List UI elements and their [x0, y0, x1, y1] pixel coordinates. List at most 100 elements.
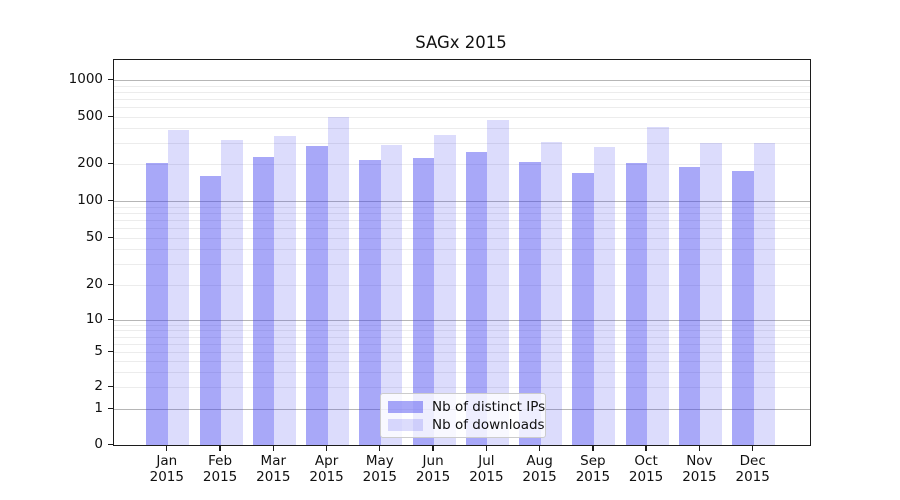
legend-entry-downloads: Nb of downloads — [388, 417, 545, 433]
y-tick-label-200: 200 — [77, 155, 103, 171]
bar-distinct-ips-dec — [732, 171, 754, 445]
bar-distinct-ips-feb — [199, 175, 222, 445]
bar-downloads-nov — [700, 143, 722, 445]
y-tick-1 — [108, 407, 113, 409]
gridline-minor-90 — [114, 206, 810, 208]
gridline-minor-7 — [114, 336, 810, 338]
y-tick-label-1000: 1000 — [68, 71, 103, 87]
bar-distinct-ips-nov — [678, 166, 701, 445]
x-tick-label-dec: Dec 2015 — [735, 453, 770, 485]
gridline-minor-60 — [114, 228, 810, 230]
y-tick-label-500: 500 — [77, 108, 103, 124]
gridline-minor-70 — [114, 220, 810, 221]
y-tick-200 — [108, 162, 113, 164]
y-tick-5 — [108, 350, 113, 352]
x-tick-label-feb: Feb 2015 — [202, 453, 238, 485]
bar-downloads-dec — [753, 143, 776, 445]
gridline-minor-9 — [114, 324, 810, 326]
bar-distinct-ips-oct — [625, 162, 648, 445]
y-tick-label-50: 50 — [85, 229, 103, 245]
x-tick-aug — [538, 445, 541, 451]
x-tick-oct — [645, 445, 647, 451]
bar-downloads-jul — [487, 120, 509, 445]
gridline-minor-700 — [114, 99, 810, 100]
gridline-minor-20 — [114, 285, 810, 286]
x-tick-label-oct: Oct 2015 — [628, 453, 664, 485]
x-tick-sep — [592, 445, 594, 451]
gridline-minor-500 — [114, 117, 810, 118]
x-tick-label-sep: Sep 2015 — [575, 453, 611, 485]
bar-distinct-ips-apr — [306, 145, 328, 445]
x-tick-may — [379, 445, 381, 451]
x-tick-nov — [698, 445, 701, 451]
y-tick-2 — [108, 385, 113, 387]
x-tick-dec — [752, 445, 754, 451]
legend-swatch-downloads — [388, 419, 423, 431]
gridline-major-1000 — [114, 80, 810, 81]
y-tick-500 — [108, 115, 113, 117]
chart-title: SAGx 2015 — [415, 33, 507, 52]
x-tick-label-mar: Mar 2015 — [256, 453, 291, 485]
bar-downloads-mar — [274, 136, 296, 445]
legend-entry-distinct-ips: Nb of distinct IPs — [388, 399, 545, 415]
y-tick-label-0: 0 — [94, 436, 103, 452]
x-tick-jul — [485, 445, 488, 451]
bar-distinct-ips-may — [359, 160, 381, 445]
bar-downloads-apr — [327, 117, 350, 445]
y-tick-label-100: 100 — [77, 192, 103, 208]
gridline-minor-800 — [114, 91, 810, 93]
bar-distinct-ips-jul — [465, 151, 488, 445]
y-tick-0 — [108, 443, 113, 445]
bar-downloads-aug — [540, 141, 563, 445]
gridline-minor-3 — [114, 371, 810, 373]
bar-downloads-oct — [647, 127, 669, 445]
x-tick-label-jan: Jan 2015 — [149, 453, 184, 485]
gridline-minor-900 — [114, 85, 810, 87]
y-tick-label-2: 2 — [94, 378, 103, 394]
gridline-minor-5 — [114, 352, 810, 353]
bar-distinct-ips-mar — [252, 156, 275, 445]
y-tick-label-1: 1 — [94, 400, 103, 416]
y-tick-100 — [108, 199, 113, 201]
gridline-minor-400 — [114, 128, 810, 130]
x-tick-label-jul: Jul 2015 — [469, 453, 504, 485]
bar-downloads-sep — [593, 146, 616, 445]
y-tick-label-10: 10 — [85, 311, 103, 327]
gridline-minor-8 — [114, 330, 810, 332]
gridline-minor-2 — [114, 387, 810, 388]
gridline-major-100 — [114, 201, 810, 202]
x-tick-jan — [166, 445, 168, 451]
y-tick-20 — [108, 283, 113, 285]
x-tick-mar — [272, 445, 274, 451]
gridline-minor-30 — [114, 264, 810, 266]
x-tick-apr — [325, 445, 328, 451]
x-tick-label-jun: Jun 2015 — [415, 453, 451, 485]
bar-distinct-ips-sep — [572, 172, 594, 445]
gridline-minor-50 — [114, 238, 810, 239]
y-tick-label-5: 5 — [94, 343, 103, 359]
bar-distinct-ips-jun — [412, 158, 435, 445]
y-tick-50 — [108, 236, 113, 238]
plot-area: Nb of distinct IPs Nb of downloads — [113, 59, 811, 446]
gridline-major-10 — [114, 320, 810, 321]
gridline-minor-40 — [114, 249, 810, 251]
y-tick-label-20: 20 — [85, 276, 103, 292]
gridline-minor-300 — [114, 143, 810, 145]
y-tick-1000 — [108, 78, 113, 80]
x-tick-jun — [432, 445, 434, 451]
legend-label-distinct-ips: Nb of distinct IPs — [432, 399, 546, 415]
y-tick-10 — [108, 318, 113, 320]
gridline-minor-200 — [114, 164, 810, 165]
gridline-minor-4 — [114, 360, 810, 362]
legend: Nb of distinct IPs Nb of downloads — [380, 393, 546, 438]
x-tick-label-nov: Nov 2015 — [682, 453, 717, 485]
x-tick-label-aug: Aug 2015 — [522, 453, 557, 485]
x-tick-feb — [219, 445, 221, 451]
gridline-minor-80 — [114, 212, 810, 214]
legend-swatch-distinct-ips — [388, 401, 423, 413]
x-tick-label-apr: Apr 2015 — [309, 453, 344, 485]
bar-distinct-ips-aug — [519, 161, 541, 445]
gridline-minor-6 — [114, 343, 810, 345]
gridline-minor-600 — [114, 107, 810, 109]
